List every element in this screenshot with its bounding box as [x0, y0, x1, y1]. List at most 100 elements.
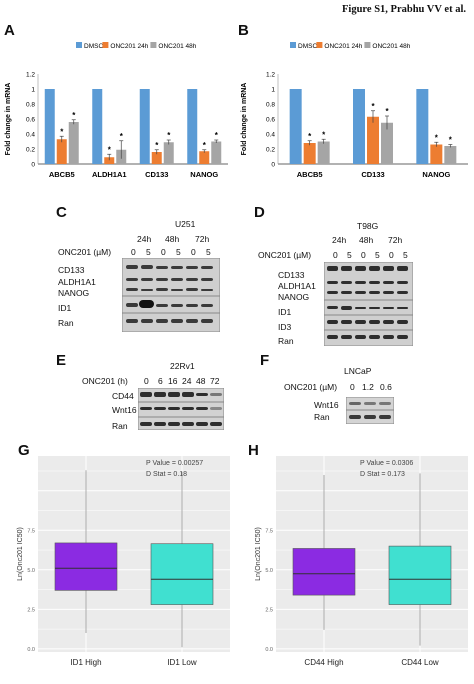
- panel-letter-e: E: [56, 352, 67, 369]
- category-label: ID1 Low: [167, 658, 197, 667]
- legend-swatch: [150, 42, 157, 48]
- time-label: 72h: [195, 234, 210, 244]
- legend-swatch: [76, 42, 82, 48]
- significance-marker: *: [385, 107, 389, 116]
- significance-marker: *: [215, 131, 219, 140]
- significance-marker: *: [435, 133, 439, 142]
- dose-label: 0: [191, 247, 196, 257]
- dose-label: 1.2: [362, 382, 374, 392]
- bar: [187, 89, 198, 164]
- time-label: 16: [168, 376, 178, 386]
- time-label: 24h: [332, 235, 347, 245]
- protein-label: CD133: [278, 270, 305, 280]
- dose-label: 0: [361, 250, 366, 260]
- panel-letter-d: D: [254, 204, 265, 221]
- y-tick-label: 0.4: [26, 132, 35, 139]
- dose-label: 5: [206, 247, 211, 257]
- dose-label: 0: [389, 250, 394, 260]
- dose-label: 5: [347, 250, 352, 260]
- protein-label: ALDH1A1: [58, 277, 96, 287]
- treatment-label: ONC201 (µM): [58, 247, 112, 257]
- time-label: 48h: [359, 235, 374, 245]
- box-plot-h: 0.0 2.5 5.0 7.5Ln(Onc201 IC50) CD44 High CD44…: [255, 456, 468, 667]
- time-label: 48: [196, 376, 206, 386]
- legend-label: ONC201 48h: [158, 43, 196, 50]
- time-label: 24h: [137, 234, 152, 244]
- y-tick-label: 7.5: [27, 528, 35, 534]
- significance-marker: *: [120, 132, 124, 141]
- legend-label: ONC201 24h: [110, 43, 148, 50]
- panel-letter-g: G: [18, 442, 30, 459]
- y-tick-label: 0.0: [265, 647, 273, 653]
- treatment-label: ONC201 (µM): [284, 382, 338, 392]
- bar: [303, 143, 316, 164]
- significance-marker: *: [72, 111, 76, 120]
- cell-line-label: LNCaP: [344, 366, 372, 376]
- significance-marker: *: [371, 102, 375, 111]
- stat-annotation: D Stat = 0.173: [360, 471, 405, 478]
- bar: [444, 146, 457, 164]
- y-tick-label: 0.2: [26, 147, 35, 154]
- stat-annotation: P Value = 0.0306: [360, 460, 413, 467]
- bar: [416, 89, 429, 164]
- box: [292, 548, 356, 596]
- y-tick-label: 1: [31, 87, 35, 94]
- y-tick-label: 1.2: [26, 72, 35, 79]
- category-label: NANOG: [422, 170, 450, 179]
- stat-annotation: D Stat = 0.18: [146, 471, 187, 478]
- time-label: 48h: [165, 234, 180, 244]
- protein-label: Wnt16: [314, 400, 339, 410]
- panel-letter-a: A: [4, 22, 15, 39]
- category-label: ID1 High: [70, 658, 101, 667]
- cell-line-label: T98G: [357, 221, 379, 231]
- box: [388, 545, 452, 605]
- y-axis-label: Fold change in mRNA: [241, 83, 248, 156]
- bar: [104, 157, 115, 164]
- category-label: ABCB5: [297, 170, 323, 179]
- treatment-label: ONC201 (µM): [258, 250, 312, 260]
- protein-label: Wnt16: [112, 405, 137, 415]
- category-label: ABCB5: [49, 170, 75, 179]
- y-tick-label: 0.0: [27, 647, 35, 653]
- significance-marker: *: [308, 132, 312, 141]
- bar: [199, 151, 210, 164]
- y-tick-label: 5.0: [27, 568, 35, 574]
- bar: [353, 89, 365, 164]
- protein-label: NANOG: [278, 292, 310, 302]
- dose-label: 5: [146, 247, 151, 257]
- bar: [56, 139, 67, 164]
- y-tick-label: 0: [271, 162, 275, 169]
- dose-label: 5: [176, 247, 181, 257]
- bar-chart-a: Fold change in mRNA 0 0.2 0.4 0.6 0.8 1 1.2 DMSO…: [5, 42, 228, 179]
- protein-label: CD133: [58, 265, 85, 275]
- time-label: 6: [158, 376, 163, 386]
- significance-marker: *: [203, 141, 207, 150]
- bar: [381, 122, 393, 164]
- protein-label: ID1: [58, 303, 72, 313]
- y-tick-label: 0.8: [266, 102, 275, 109]
- protein-label: CD44: [112, 391, 134, 401]
- y-tick-label: 1: [271, 87, 275, 94]
- y-axis-label: Ln(Onc201 IC50): [255, 527, 262, 581]
- bar: [211, 141, 222, 164]
- blot-image-lncap: [346, 397, 394, 424]
- protein-label: Ran: [278, 336, 294, 346]
- stat-annotation: P Value = 0.00257: [146, 460, 203, 467]
- category-label: CD44 Low: [401, 658, 439, 667]
- y-tick-label: 0.2: [266, 147, 275, 154]
- significance-marker: *: [449, 136, 453, 145]
- treatment-label: ONC201 (h): [82, 376, 128, 386]
- legend-label: ONC201 24h: [324, 43, 362, 50]
- legend-label: ONC201 48h: [372, 43, 410, 50]
- bar: [430, 144, 443, 164]
- category-label: CD44 High: [304, 658, 343, 667]
- y-tick-label: 0.6: [266, 117, 275, 124]
- panel-letter-h: H: [248, 442, 259, 459]
- y-tick-label: 0.8: [26, 102, 35, 109]
- significance-marker: *: [60, 127, 64, 136]
- legend-swatch: [316, 42, 323, 48]
- protein-label: Ran: [314, 412, 330, 422]
- dose-label: 0: [131, 247, 136, 257]
- blot-image-t98g: [324, 262, 413, 346]
- dose-label: 0: [350, 382, 355, 392]
